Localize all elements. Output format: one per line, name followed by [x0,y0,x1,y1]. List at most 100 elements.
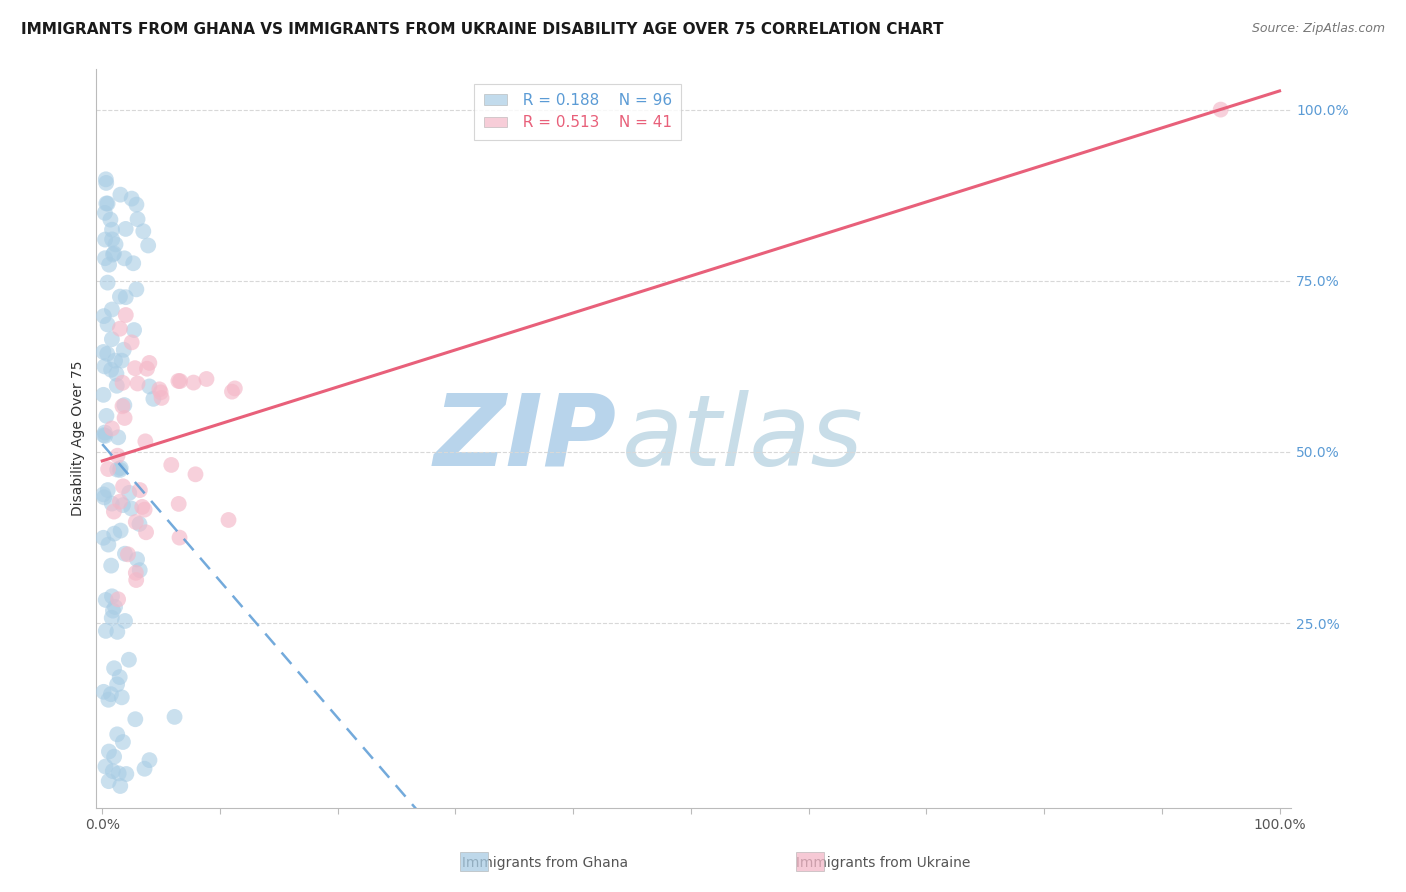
Point [125,573,148,587]
Point [110,187,132,202]
Point [107,430,129,444]
Point [142,392,165,406]
Point [114,222,136,236]
Point [184,467,207,482]
Point [100,558,122,573]
Point [96,318,118,332]
Point [138,356,160,370]
Point [97,538,120,552]
Point [93,345,115,359]
Y-axis label: Disability Age Over 75: Disability Age Over 75 [72,360,86,516]
Point [105,677,128,691]
Point [104,353,127,368]
Point [125,197,148,211]
Point [97,276,120,290]
Point [94,425,117,440]
Point [134,502,156,516]
Point [94,206,117,220]
Legend:   R = 0.188    N = 96,   R = 0.513    N = 41: R = 0.188 N = 96, R = 0.513 N = 41 [474,84,681,139]
Point [110,524,132,538]
Point [93,309,115,323]
Point [169,374,191,388]
Point [218,513,240,527]
Point [111,376,134,390]
Point [111,353,134,368]
Point [105,378,128,392]
Point [114,547,136,561]
Point [135,525,157,540]
Point [93,388,115,402]
Point [167,497,190,511]
Point [101,332,124,346]
Point [128,516,150,531]
Point [98,258,121,272]
Point [136,361,159,376]
Point [105,624,128,639]
Point [112,479,135,493]
Point [94,251,117,265]
Point [108,463,131,477]
Point [105,367,128,381]
Point [101,223,124,237]
Point [125,552,148,566]
Point [97,745,120,759]
Text: IMMIGRANTS FROM GHANA VS IMMIGRANTS FROM UKRAINE DISABILITY AGE OVER 75 CORRELAT: IMMIGRANTS FROM GHANA VS IMMIGRANTS FROM… [21,22,943,37]
Point [114,411,136,425]
Point [169,531,191,545]
Point [100,212,122,227]
Point [93,685,115,699]
Point [183,376,205,390]
Point [101,302,124,317]
Point [114,308,136,322]
Point [93,491,115,505]
Point [1209,103,1232,117]
Point [111,690,134,705]
Point [114,252,136,266]
Point [100,687,122,701]
Point [118,486,141,500]
Point [94,759,117,773]
Point [93,428,115,442]
Point [105,462,128,476]
Point [101,590,124,604]
Point [125,515,148,529]
Point [221,384,243,399]
Point [100,363,122,377]
Point [224,381,246,395]
Point [104,237,127,252]
Point [110,461,132,475]
Point [134,434,156,449]
Point [125,282,148,296]
Point [101,232,124,246]
Point [93,531,115,545]
Point [195,372,218,386]
Point [124,361,146,376]
Point [107,449,129,463]
Point [127,376,149,391]
Point [108,494,131,508]
Point [122,323,145,337]
Point [112,343,135,357]
Point [115,767,138,781]
Point [94,593,117,607]
Point [111,399,134,413]
Point [124,712,146,726]
Point [167,374,190,388]
Point [96,196,118,211]
Point [149,385,172,400]
Point [132,224,155,238]
Point [100,611,122,625]
Point [138,753,160,767]
Point [103,661,125,675]
Point [111,498,134,512]
Point [127,212,149,227]
Point [103,246,125,260]
Point [150,391,173,405]
Point [104,599,127,614]
Point [101,247,124,261]
Point [138,379,160,393]
Point [120,501,142,516]
Point [103,505,125,519]
Point [94,624,117,638]
Point [114,290,136,304]
